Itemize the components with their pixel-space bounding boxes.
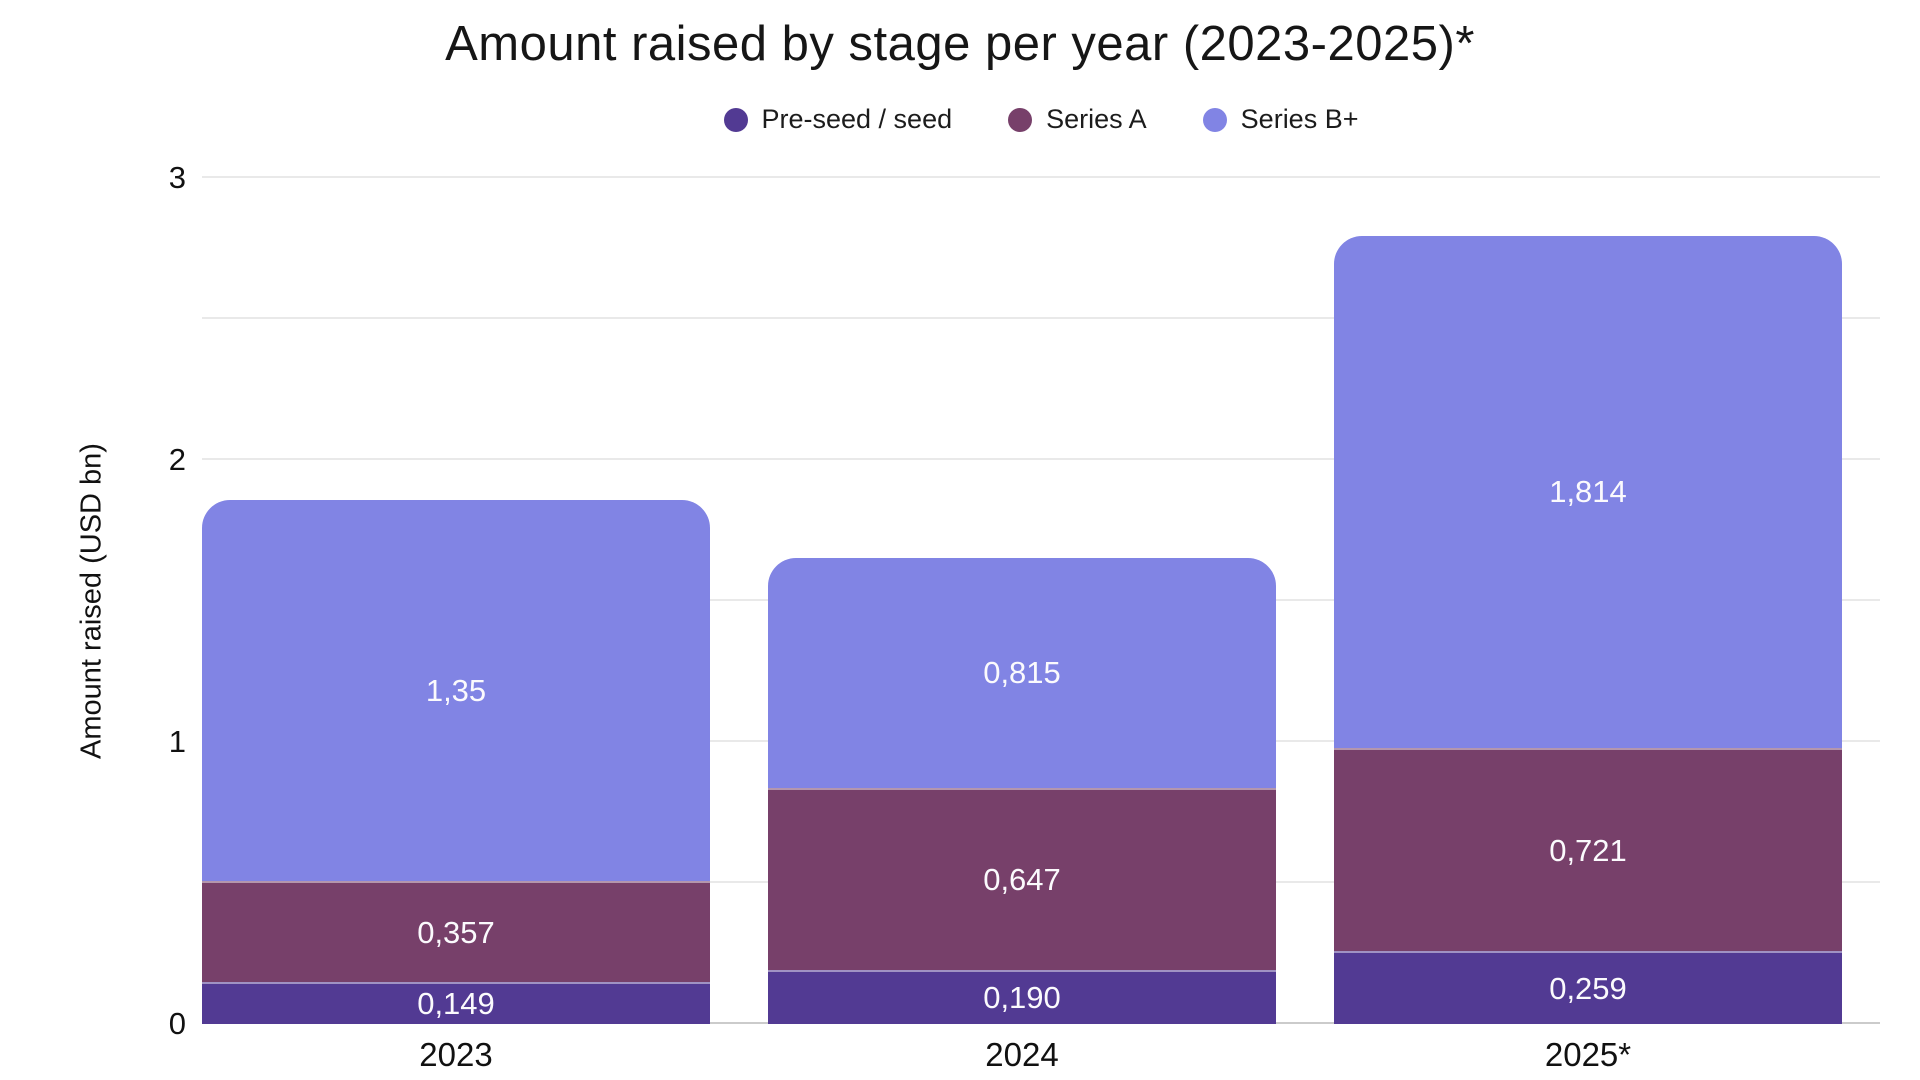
x-axis-tick-labels: 2023 2024 2025* bbox=[202, 1036, 1842, 1074]
legend-item-series-a[interactable]: Series A bbox=[1008, 104, 1147, 135]
legend-swatch-icon bbox=[723, 107, 748, 132]
y-tick-label: 0 bbox=[168, 1006, 186, 1041]
legend-label: Series B+ bbox=[1240, 104, 1359, 134]
gridline bbox=[202, 176, 1880, 178]
bar-value-label: 0,815 bbox=[983, 655, 1061, 690]
bar-segment-series-b--2024[interactable]: 0,815 bbox=[768, 558, 1276, 788]
bar-segment-series-a-2024[interactable]: 0,647 bbox=[768, 788, 1276, 970]
gridline bbox=[202, 317, 1880, 319]
bar-2024: 0,815 0,647 0,190 bbox=[768, 558, 1276, 1024]
gridline bbox=[202, 458, 1880, 460]
bar-value-label: 0,259 bbox=[1549, 970, 1627, 1006]
legend-item-pre-seed-seed[interactable]: Pre-seed / seed bbox=[723, 104, 953, 135]
bar-value-label: 0,357 bbox=[417, 914, 495, 950]
y-tick-label: 1 bbox=[168, 724, 186, 759]
bar-value-label: 0,149 bbox=[417, 986, 495, 1021]
bars-container: 1,35 0,357 0,149 0,815 0,647 0,190 1,814 0,721 0… bbox=[202, 178, 1842, 1024]
bar-segment-pre-seed-seed-2023[interactable]: 0,149 bbox=[202, 982, 710, 1024]
x-tick-label: 2025* bbox=[1544, 1036, 1632, 1073]
bar-value-label: 0,721 bbox=[1549, 832, 1627, 868]
legend-item-series-b-[interactable]: Series B+ bbox=[1202, 104, 1359, 135]
legend-label: Series A bbox=[1046, 104, 1147, 134]
bar-segment-series-b--2025[interactable]: 1,814 bbox=[1334, 236, 1842, 748]
y-axis-tick-labels: 0 1 2 3 bbox=[110, 160, 186, 1041]
bar-value-label: 0,190 bbox=[983, 980, 1061, 1015]
legend-swatch-icon bbox=[1202, 107, 1227, 132]
y-tick-label: 2 bbox=[168, 442, 186, 477]
bar-segment-series-a-2023[interactable]: 0,357 bbox=[202, 881, 710, 982]
bar-segment-series-a-2025[interactable]: 0,721 bbox=[1334, 748, 1842, 951]
x-tick-label: 2024 bbox=[985, 1036, 1059, 1073]
plot-area: 1,35 0,357 0,149 0,815 0,647 0,190 1,814 0,721 0… bbox=[202, 176, 1880, 1024]
y-tick-label: 3 bbox=[168, 160, 186, 195]
x-tick-label: 2023 bbox=[419, 1036, 493, 1073]
bar-2023: 1,35 0,357 0,149 bbox=[202, 500, 710, 1024]
bar-2025: 1,814 0,721 0,259 bbox=[1334, 236, 1842, 1024]
bar-segment-series-b--2023[interactable]: 1,35 bbox=[202, 500, 710, 881]
bar-segment-pre-seed-seed-2025[interactable]: 0,259 bbox=[1334, 951, 1842, 1024]
bar-value-label: 1,35 bbox=[425, 672, 487, 708]
chart-title: Amount raised by stage per year (2023-20… bbox=[445, 17, 1475, 71]
bar-segment-pre-seed-seed-2024[interactable]: 0,190 bbox=[768, 970, 1276, 1024]
legend-label: Pre-seed / seed bbox=[761, 104, 953, 134]
legend: Pre-seed / seed Series A Series B+ bbox=[202, 104, 1880, 135]
y-axis-title-text: Amount raised (USD bn) bbox=[75, 443, 108, 759]
legend-swatch-icon bbox=[1008, 107, 1033, 132]
bar-value-label: 1,814 bbox=[1549, 474, 1627, 509]
bar-value-label: 0,647 bbox=[983, 862, 1061, 897]
